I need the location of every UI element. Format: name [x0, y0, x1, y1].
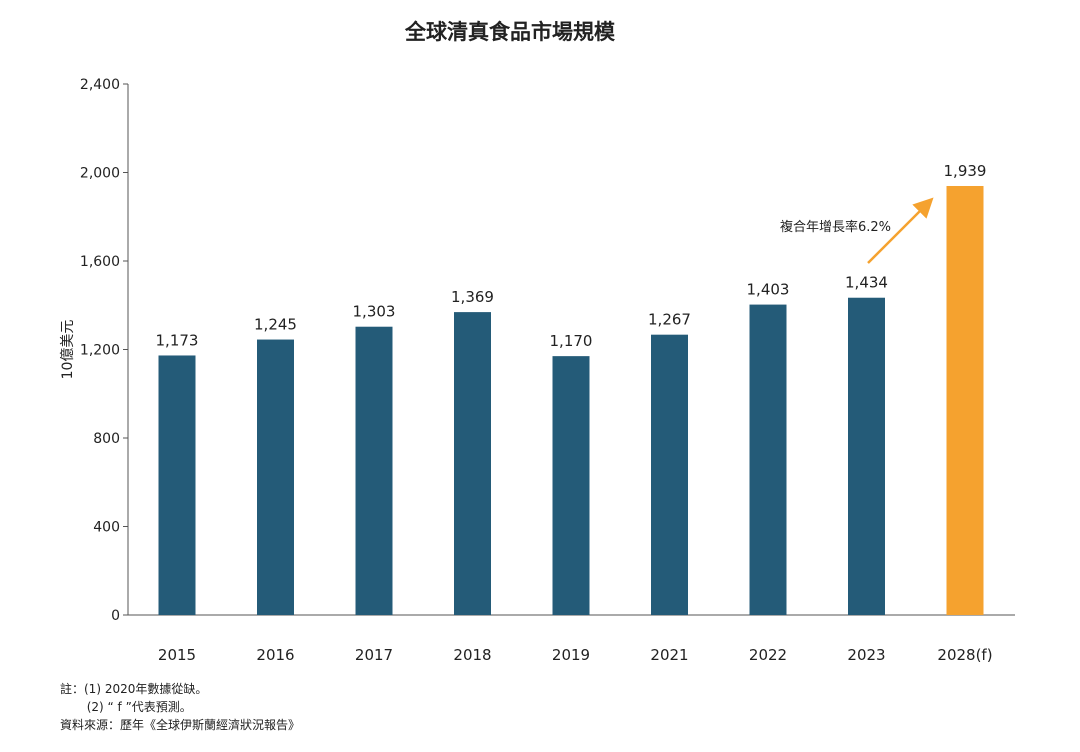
bar-2028(f)	[946, 185, 984, 615]
data-label: 1,434	[845, 274, 888, 292]
data-label: 1,267	[648, 311, 691, 329]
data-label: 1,369	[451, 288, 494, 306]
y-axis-label: 10億美元	[60, 320, 76, 380]
y-tick-label: 400	[93, 520, 120, 536]
data-label: 1,403	[747, 281, 790, 299]
x-tick-label: 2019	[552, 646, 590, 664]
bar-2019	[552, 356, 590, 615]
cagr-annotation: 複合年增長率6.2%	[780, 219, 891, 235]
x-tick-label: 2015	[158, 646, 196, 664]
bar-2016	[257, 339, 294, 615]
growth-arrow	[867, 197, 934, 264]
x-tick-label: 2018	[453, 646, 491, 664]
y-tick-label: 1,200	[80, 343, 120, 359]
note-2: (2) “ f ”代表預測。	[60, 700, 192, 714]
footnotes: 註：(1) 2020年數據從缺。 (2) “ f ”代表預測。 資料來源：歷年《…	[60, 680, 300, 734]
data-label: 1,939	[944, 162, 987, 180]
y-tick-label: 800	[93, 431, 120, 447]
x-tick-label: 2017	[355, 646, 393, 664]
bar-2018	[454, 312, 491, 615]
chart-title: 全球清真食品市場規模	[405, 20, 615, 44]
x-tick-label: 2016	[256, 646, 294, 664]
data-label: 1,303	[353, 303, 396, 321]
bar-2021	[651, 334, 688, 615]
y-tick-label: 2,400	[80, 77, 120, 93]
bar-2017	[355, 326, 393, 615]
data-label: 1,245	[254, 316, 297, 334]
data-label: 1,173	[156, 331, 199, 349]
y-tick-label: 2,000	[80, 166, 120, 182]
x-tick-label: 2022	[749, 646, 787, 664]
x-tick-label: 2028(f)	[937, 646, 992, 664]
bar-2023	[848, 297, 885, 615]
x-tick-label: 2023	[847, 646, 885, 664]
y-tick-label: 0	[111, 608, 120, 624]
data-label: 1,170	[550, 332, 593, 350]
x-tick-label: 2021	[650, 646, 688, 664]
note-1: 註：(1) 2020年數據從缺。	[60, 682, 208, 696]
bar-2022	[749, 304, 787, 615]
source-note: 資料來源：歷年《全球伊斯蘭經濟狀況報告》	[60, 718, 301, 732]
bar-2015	[158, 355, 196, 615]
y-tick-label: 1,600	[80, 254, 120, 270]
